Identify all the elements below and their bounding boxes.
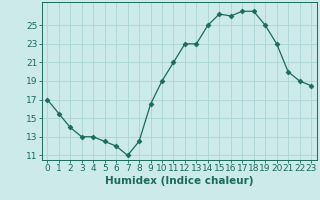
X-axis label: Humidex (Indice chaleur): Humidex (Indice chaleur) bbox=[105, 176, 253, 186]
